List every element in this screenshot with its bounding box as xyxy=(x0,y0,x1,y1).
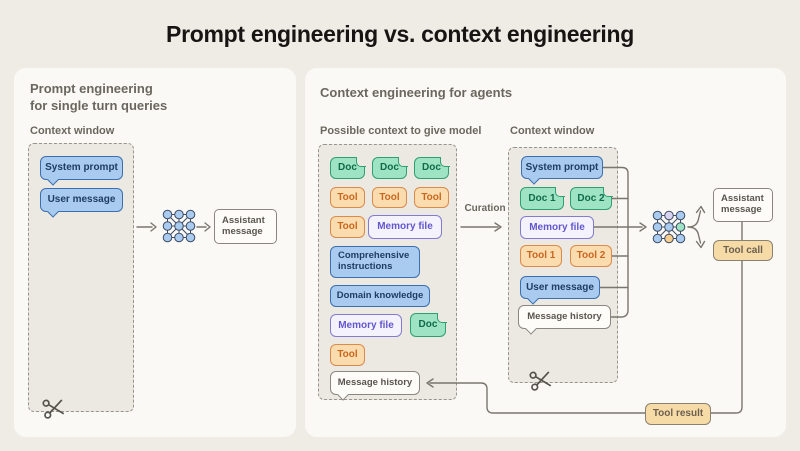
doc-chip: Doc xyxy=(330,156,366,179)
memory-file-chip: Memory file xyxy=(330,314,402,337)
page-title: Prompt engineering vs. context engineeri… xyxy=(166,21,634,47)
tool2-chip: Tool 2 xyxy=(570,245,612,267)
tool-result-box: Tool result xyxy=(645,403,711,425)
assistant-message-box: Assistant message xyxy=(214,209,277,244)
user-message-chip: User message xyxy=(520,276,600,299)
memory-file-chip: Memory file xyxy=(520,216,594,239)
left-context-window-label: Context window xyxy=(30,125,115,137)
tool1-chip: Tool 1 xyxy=(520,245,562,267)
doc1-chip: Doc 1 xyxy=(520,186,565,210)
assistant-message-box: Assistant message xyxy=(713,188,773,222)
doc2-chip: Doc 2 xyxy=(570,186,613,210)
message-history-chip: Message history xyxy=(518,305,611,329)
tool-chip: Tool xyxy=(414,187,449,208)
system-prompt-chip: System prompt xyxy=(40,156,123,180)
left-heading-line1: Prompt engineering xyxy=(30,81,153,96)
system-prompt-chip: System prompt xyxy=(521,156,603,179)
user-message-chip: User message xyxy=(40,188,123,212)
doc-chip: Doc xyxy=(372,156,408,179)
doc-chip: Doc xyxy=(410,312,447,337)
tool-chip: Tool xyxy=(372,187,407,208)
right-context-window-label: Context window xyxy=(510,125,595,137)
tool-chip: Tool xyxy=(330,216,365,238)
curation-label: Curation xyxy=(464,203,506,214)
left-panel-heading: Prompt engineering for single turn queri… xyxy=(30,80,167,114)
memory-file-chip: Memory file xyxy=(368,215,442,239)
comprehensive-instructions-chip: Comprehensive instructions xyxy=(330,246,420,278)
tool-chip: Tool xyxy=(330,344,365,366)
domain-knowledge-chip: Domain knowledge xyxy=(330,285,430,307)
tool-chip: Tool xyxy=(330,187,365,208)
message-history-chip: Message history xyxy=(330,371,420,395)
left-context-window-box xyxy=(28,143,134,412)
doc-chip: Doc xyxy=(414,156,450,179)
possible-context-label: Possible context to give model xyxy=(320,125,482,137)
tool-call-box: Tool call xyxy=(713,240,773,261)
left-heading-line2: for single turn queries xyxy=(30,98,168,113)
right-panel-heading: Context engineering for agents xyxy=(320,85,513,100)
